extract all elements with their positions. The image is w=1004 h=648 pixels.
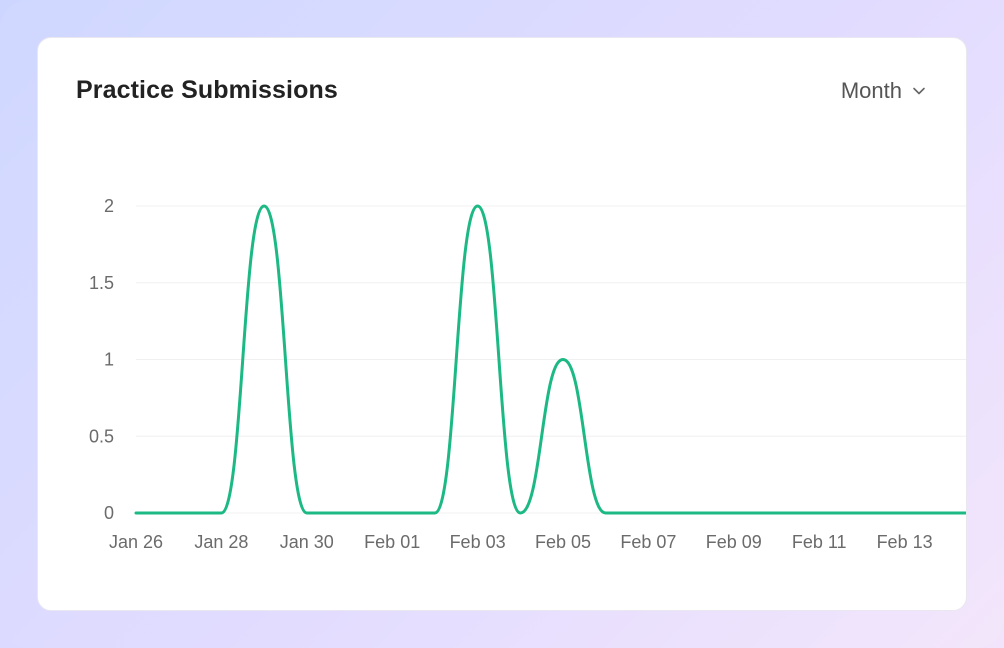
x-tick-label: Jan 30 — [280, 532, 334, 552]
x-tick-label: Feb 07 — [620, 532, 676, 552]
grid-lines — [136, 205, 966, 514]
x-tick-label: Jan 28 — [194, 532, 248, 552]
chart-card: Practice Submissions Month 0 0.5 1 1.5 2 Jan… — [37, 37, 967, 611]
x-axis-ticks: Jan 26 Jan 28 Jan 30 Feb 01 Feb 03 Feb 05 Feb … — [109, 532, 933, 552]
x-tick-label: Feb 09 — [706, 532, 762, 552]
x-tick-label: Feb 13 — [877, 532, 933, 552]
x-tick-label: Feb 11 — [792, 532, 847, 552]
series-line — [134, 204, 966, 515]
period-dropdown[interactable]: Month — [841, 78, 926, 104]
y-tick-label: 0 — [104, 503, 114, 523]
y-tick-label: 0.5 — [89, 426, 114, 446]
y-tick-label: 1 — [104, 350, 114, 370]
period-dropdown-label: Month — [840, 78, 902, 103]
chevron-down-icon — [913, 87, 925, 95]
x-tick-label: Feb 01 — [364, 532, 420, 552]
line-chart: 0 0.5 1 1.5 2 Jan 26 Jan 28 Jan 30 Feb 01 Feb 03… — [89, 196, 966, 552]
x-tick-label: Feb 03 — [450, 532, 506, 552]
y-tick-label: 2 — [104, 196, 114, 216]
y-axis-ticks: 0 0.5 1 1.5 2 — [89, 196, 114, 523]
x-tick-label: Jan 26 — [109, 532, 163, 552]
y-tick-label: 1.5 — [89, 273, 114, 293]
x-tick-label: Feb 05 — [535, 532, 591, 552]
chart-title: Practice Submissions — [76, 76, 338, 104]
